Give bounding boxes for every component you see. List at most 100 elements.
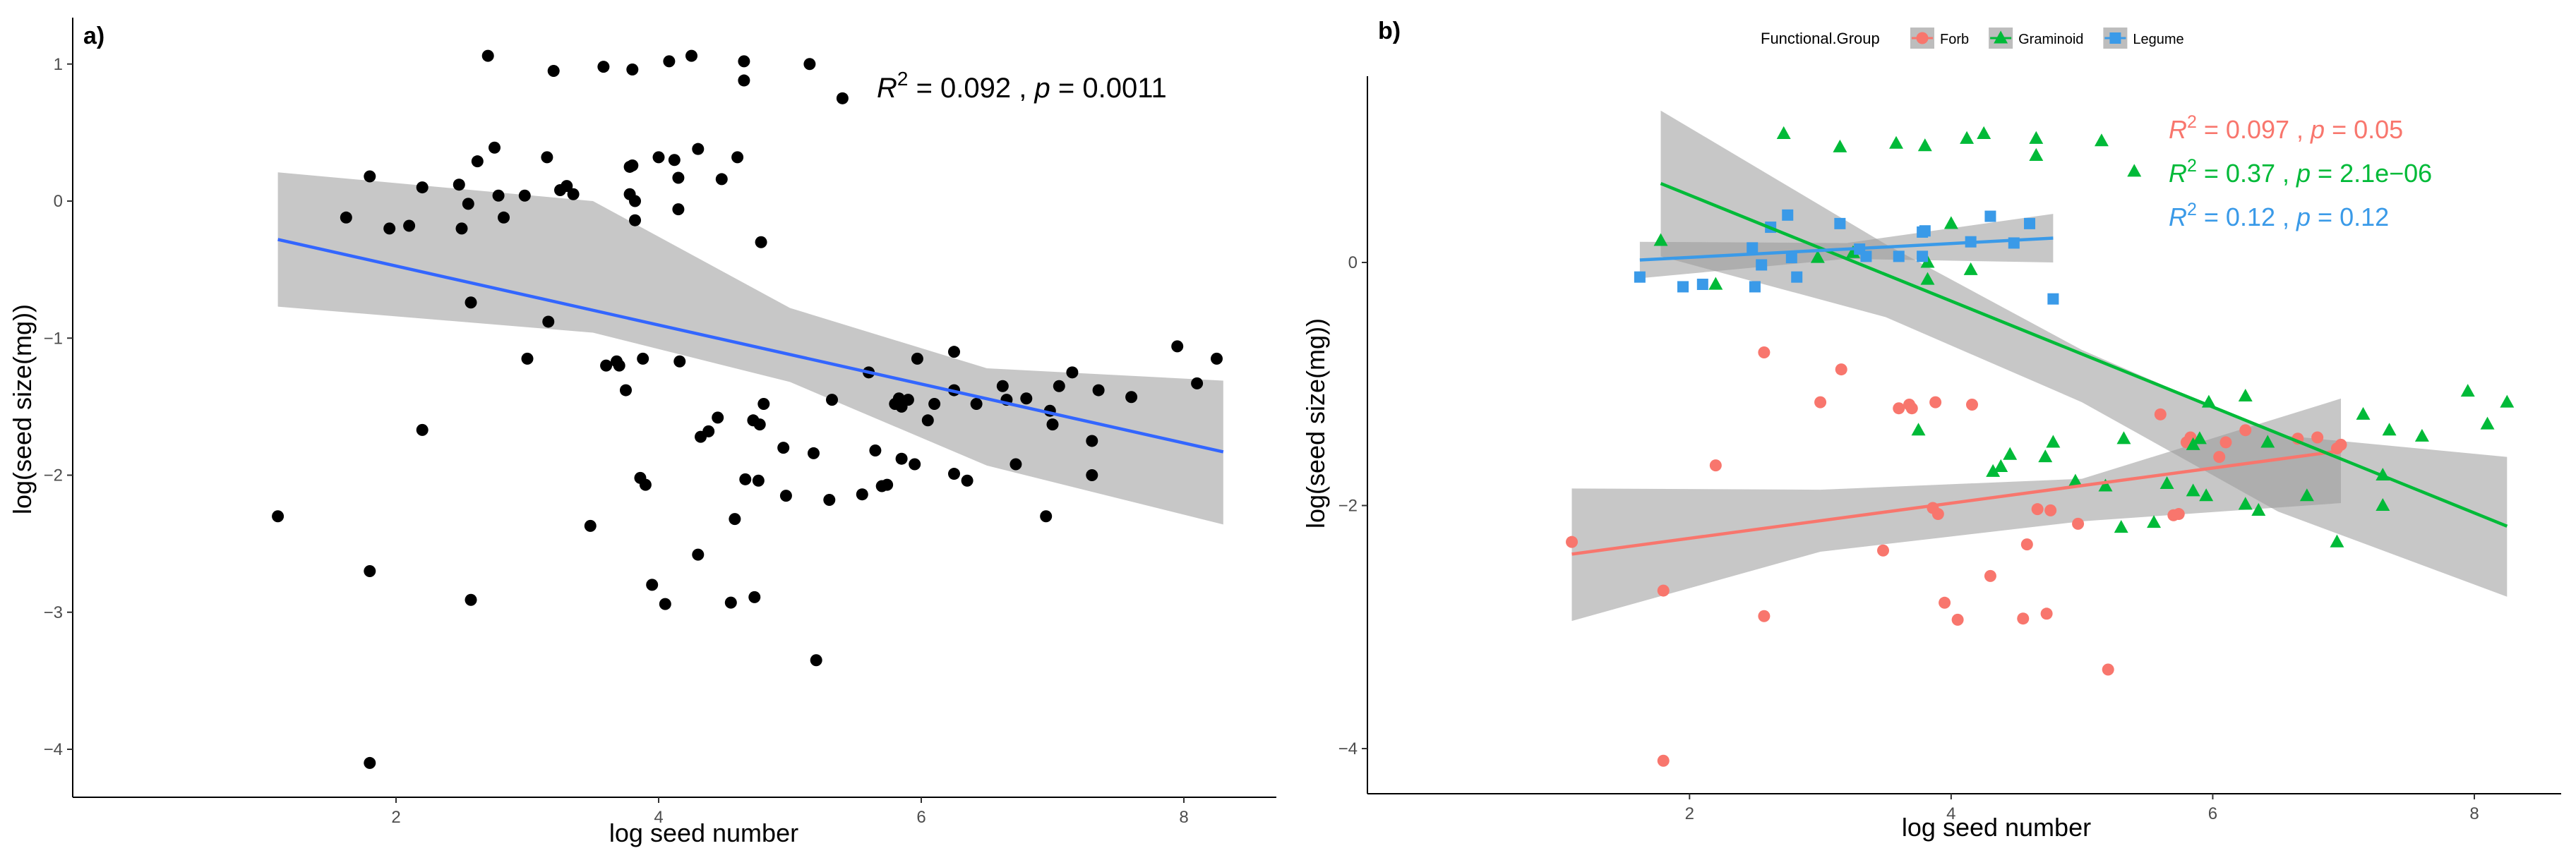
legend-item-legume: Legume — [2103, 28, 2184, 49]
data-point — [1920, 272, 1935, 285]
data-point — [364, 170, 376, 183]
data-point — [739, 473, 752, 485]
data-point — [777, 442, 790, 454]
data-point — [2213, 451, 2226, 464]
legend-item-graminoid: Graminoid — [1989, 28, 2083, 49]
data-point — [1010, 458, 1022, 471]
data-point — [1211, 352, 1223, 365]
data-point — [996, 380, 1009, 392]
data-point — [970, 397, 983, 410]
data-point — [1758, 346, 1771, 358]
data-point — [1984, 569, 1996, 582]
data-point — [1086, 435, 1098, 447]
data-point — [2480, 416, 2495, 430]
data-point — [826, 394, 839, 406]
data-point — [2299, 488, 2314, 502]
legend-label: Forb — [1940, 32, 1969, 47]
data-point — [1984, 210, 1996, 222]
data-point — [2003, 447, 2018, 460]
legend-key-marker — [1994, 30, 2008, 44]
p-symbol: p — [1034, 73, 1050, 104]
data-point — [498, 211, 510, 224]
x-axis-title: log seed number — [609, 818, 798, 847]
data-point — [2192, 431, 2207, 444]
data-point — [465, 593, 477, 606]
data-point — [364, 756, 376, 769]
data-point — [1708, 277, 1723, 290]
data-point — [856, 488, 868, 501]
legend-label: Legume — [2133, 32, 2183, 47]
confidence-band — [277, 172, 1223, 525]
regression-line — [1660, 181, 2508, 528]
r2-annotation: R2 = 0.097 , p = 0.05 — [2169, 112, 2403, 144]
panel-b: b) 2 4 6 8 0 −2 −4 log seed number log(seed size(… — [1301, 18, 2561, 842]
r2-value: = 0.092 , — [908, 73, 1034, 104]
data-point — [2029, 147, 2044, 161]
x-tick-label: 4 — [1946, 804, 1955, 823]
data-point — [561, 180, 573, 193]
data-point — [2098, 478, 2113, 492]
data-point — [1040, 510, 1053, 523]
data-point — [803, 58, 816, 71]
data-point — [752, 474, 765, 487]
y-tick-label: 0 — [1348, 253, 1358, 272]
data-point — [823, 493, 836, 506]
r2-annotation: R2 = 0.12 , p = 0.12 — [2169, 200, 2389, 231]
data-point — [2414, 428, 2429, 442]
data-point — [2046, 435, 2061, 448]
data-point — [1020, 392, 1033, 405]
data-point — [921, 414, 934, 427]
data-point — [1963, 262, 1978, 275]
data-point — [738, 74, 750, 87]
legend-label: Graminoid — [2018, 32, 2083, 47]
data-point — [1749, 281, 1761, 293]
data-point — [652, 151, 665, 164]
data-point — [1889, 135, 1904, 149]
data-point — [685, 49, 697, 62]
y-axis-title: log(seed size(mg)) — [1301, 318, 1330, 528]
regression-line — [277, 238, 1224, 454]
data-point — [462, 198, 474, 210]
data-point — [1125, 391, 1138, 404]
data-point — [1053, 380, 1065, 392]
data-point — [620, 384, 632, 397]
data-point — [1893, 250, 1905, 262]
data-point — [455, 222, 468, 235]
data-point — [584, 519, 597, 532]
data-point — [2238, 388, 2253, 402]
p-symbol: p — [2310, 115, 2325, 144]
data-point — [1092, 384, 1105, 397]
confidence-band — [1571, 398, 2342, 622]
data-point — [807, 447, 820, 459]
data-point — [1191, 377, 1204, 389]
x-axis-title: log seed number — [1902, 813, 2091, 842]
data-point — [1905, 402, 1918, 415]
x-tick-label: 6 — [2208, 804, 2217, 823]
y-tick-label: 1 — [54, 55, 63, 74]
data-point — [1634, 271, 1646, 283]
data-point — [1814, 396, 1827, 409]
data-point — [1860, 250, 1872, 262]
data-point — [1046, 418, 1059, 431]
data-point — [542, 315, 555, 328]
data-point — [2330, 534, 2344, 548]
data-point — [881, 478, 894, 491]
r2-value: = 0.12 , — [2197, 202, 2296, 231]
r2-value: = 0.097 , — [2197, 115, 2311, 144]
r2-symbol: R — [2169, 159, 2187, 188]
data-point — [1835, 363, 1847, 376]
data-point — [948, 468, 960, 480]
data-point — [1929, 396, 1942, 409]
data-point — [1966, 399, 1979, 411]
data-point — [639, 478, 652, 491]
data-point — [779, 490, 792, 502]
data-point — [1566, 536, 1578, 548]
data-point — [626, 63, 639, 76]
data-point — [2460, 384, 2475, 397]
regression-line — [1571, 449, 2342, 556]
y-tick-label: −1 — [44, 329, 63, 348]
data-point — [1951, 613, 1964, 626]
data-point — [2024, 217, 2036, 229]
